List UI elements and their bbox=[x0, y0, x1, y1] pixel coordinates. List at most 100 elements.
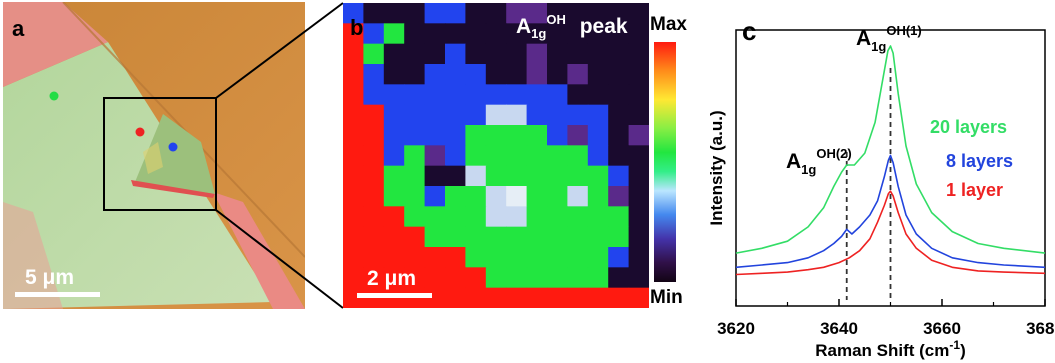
map-pixel bbox=[587, 43, 609, 65]
map-pixel bbox=[343, 267, 364, 289]
map-pixel bbox=[506, 247, 528, 268]
map-pixel bbox=[526, 43, 548, 65]
map-pixel bbox=[587, 3, 609, 24]
colorbar-max-label: Max bbox=[650, 14, 687, 35]
map-pixel bbox=[506, 43, 528, 65]
map-pixel bbox=[587, 84, 609, 106]
map-pixel bbox=[628, 247, 649, 268]
map-pixel bbox=[343, 84, 364, 106]
map-pixel bbox=[567, 287, 589, 308]
x-axis-title: Raman Shift (cm-1) bbox=[815, 338, 965, 360]
map-pixel bbox=[445, 3, 466, 24]
map-pixel bbox=[608, 125, 630, 146]
map-pixel bbox=[343, 165, 364, 187]
map-pixel bbox=[465, 165, 487, 187]
map-pixel bbox=[383, 64, 405, 85]
map-pixel bbox=[526, 206, 548, 228]
map-pixel bbox=[424, 247, 446, 268]
scale-bar-label-a: 5 μm bbox=[25, 266, 75, 289]
map-pixel bbox=[404, 165, 426, 187]
map-pixel bbox=[404, 23, 426, 45]
map-pixel bbox=[363, 247, 385, 268]
map-pixel bbox=[547, 104, 568, 126]
inner-flake bbox=[135, 114, 215, 194]
optical-image-panel: a 5 μm bbox=[3, 2, 305, 309]
map-pixel bbox=[465, 206, 487, 228]
map-pixel bbox=[343, 145, 364, 167]
map-pixel bbox=[343, 247, 364, 268]
spectrum-line bbox=[735, 154, 1046, 269]
map-pixel bbox=[363, 267, 385, 289]
map-pixel bbox=[485, 3, 507, 24]
map-pixel bbox=[567, 64, 589, 85]
spectrum-line bbox=[735, 190, 1046, 276]
map-pixel bbox=[526, 247, 548, 268]
map-pixel bbox=[628, 125, 649, 146]
map-pixel bbox=[567, 267, 589, 289]
map-pixel bbox=[526, 125, 548, 146]
map-pixel bbox=[567, 125, 589, 146]
map-pixel bbox=[526, 165, 548, 187]
map-pixel bbox=[465, 125, 487, 146]
map-pixel bbox=[628, 226, 649, 248]
map-pixel bbox=[424, 84, 446, 106]
map-pixel bbox=[445, 226, 466, 248]
map-pixel bbox=[547, 247, 568, 268]
map-pixel bbox=[506, 206, 528, 228]
map-pixel bbox=[465, 186, 487, 207]
map-pixel bbox=[383, 43, 405, 65]
map-pixel bbox=[628, 23, 649, 45]
map-pixel bbox=[404, 104, 426, 126]
scale-bar-b bbox=[357, 293, 432, 298]
map-pixel bbox=[526, 226, 548, 248]
x-tick-label: 3640 bbox=[820, 319, 858, 338]
legend-entry: 8 layers bbox=[946, 151, 1013, 171]
map-pixel bbox=[383, 145, 405, 167]
map-pixel bbox=[506, 23, 528, 45]
map-pixel bbox=[547, 287, 568, 308]
map-pixel bbox=[567, 145, 589, 167]
map-pixel bbox=[404, 43, 426, 65]
optical-image bbox=[3, 2, 305, 309]
map-pixel bbox=[424, 64, 446, 85]
map-pixel bbox=[363, 206, 385, 228]
map-pixel bbox=[547, 3, 568, 24]
map-pixel bbox=[465, 43, 487, 65]
map-pixel bbox=[587, 125, 609, 146]
map-pixel bbox=[506, 287, 528, 308]
map-pixel bbox=[526, 287, 548, 308]
x-tick-label: 3620 bbox=[717, 319, 755, 338]
map-pixel bbox=[363, 165, 385, 187]
map-pixel bbox=[485, 145, 507, 167]
map-pixel bbox=[567, 84, 589, 106]
map-pixel bbox=[445, 125, 466, 146]
raman-map bbox=[343, 3, 649, 308]
map-pixel bbox=[383, 247, 405, 268]
map-pixel bbox=[567, 43, 589, 65]
map-pixel bbox=[587, 206, 609, 228]
map-pixel bbox=[445, 165, 466, 187]
map-pixel bbox=[485, 287, 507, 308]
map-pixel bbox=[567, 3, 589, 24]
map-pixel bbox=[404, 145, 426, 167]
map-pixel bbox=[424, 186, 446, 207]
map-pixel bbox=[404, 64, 426, 85]
map-pixel bbox=[628, 186, 649, 207]
map-pixel bbox=[608, 64, 630, 85]
map-pixel bbox=[628, 206, 649, 228]
map-pixel bbox=[424, 267, 446, 289]
map-pixel bbox=[424, 206, 446, 228]
map-pixel bbox=[363, 104, 385, 126]
map-pixel bbox=[465, 247, 487, 268]
map-pixel bbox=[587, 226, 609, 248]
map-pixel bbox=[363, 125, 385, 146]
map-pixel bbox=[343, 3, 364, 24]
map-pixel bbox=[567, 226, 589, 248]
map-pixel bbox=[404, 267, 426, 289]
map-pixel bbox=[485, 125, 507, 146]
map-pixel bbox=[363, 186, 385, 207]
map-pixel bbox=[608, 43, 630, 65]
map-pixel bbox=[608, 165, 630, 187]
map-pixel bbox=[363, 3, 385, 24]
map-pixel bbox=[608, 267, 630, 289]
